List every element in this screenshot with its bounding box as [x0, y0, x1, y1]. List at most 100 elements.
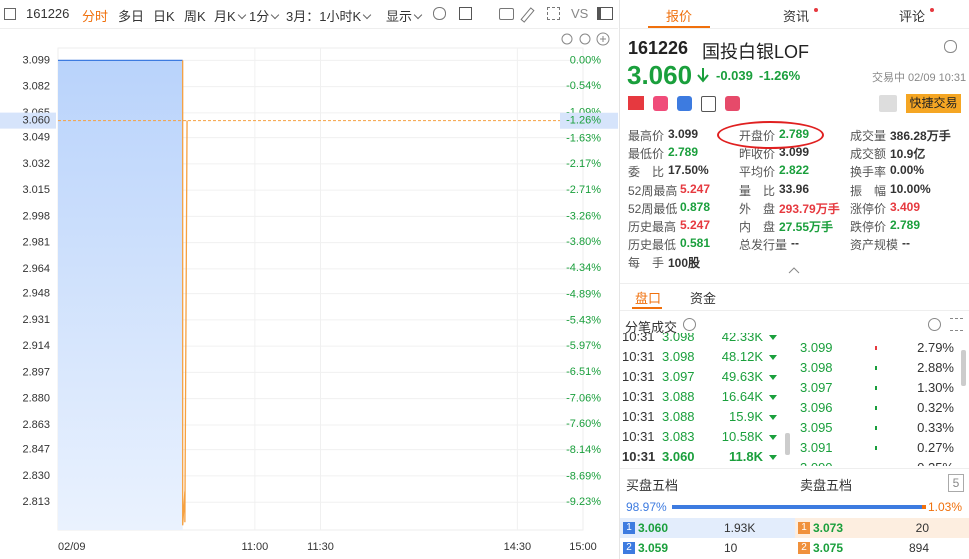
trade-time: 10:31 [622, 369, 655, 384]
trade-arrow-icon [769, 335, 777, 340]
redo-icon[interactable] [579, 33, 591, 45]
dist-price: 3.099 [800, 340, 833, 355]
dist-pct: 0.32% [917, 400, 954, 415]
tab[interactable]: 1分 [249, 6, 280, 25]
scrollbar[interactable] [961, 350, 966, 386]
book-price: 3.073 [813, 521, 844, 535]
note-icon[interactable] [701, 96, 716, 112]
dist-price: 3.097 [800, 380, 833, 395]
quick-trade-button[interactable]: 快捷交易 [906, 94, 961, 113]
scrollbar[interactable] [785, 433, 790, 455]
flag-icon [628, 96, 644, 110]
trade-time: 10:31 [622, 333, 655, 344]
settings-icon[interactable] [944, 40, 957, 53]
book-row: 1 3.060 1.93K [620, 518, 795, 538]
undo-icon[interactable] [561, 33, 573, 45]
level-badge: 1 [798, 522, 810, 534]
stat-label: 52周最低 [628, 201, 678, 216]
zoom-icon[interactable] [596, 32, 610, 46]
tab[interactable]: 分时 [82, 9, 109, 24]
book-row: 2 3.059 10 [620, 538, 795, 558]
stat-value: 0.00% [890, 163, 925, 178]
stat-label: 最高价 [628, 129, 665, 143]
trade-row: 10:31 3.097 49.63K [620, 367, 795, 387]
tab[interactable]: 显示 [386, 6, 423, 25]
trade-time: 10:31 [622, 429, 655, 444]
book-volume: 894 [908, 541, 929, 555]
y-tick-label: 2.897 [22, 366, 50, 378]
tab[interactable]: 月K [214, 6, 247, 25]
stat-label: 量 比 [739, 183, 776, 198]
dist-bar [875, 446, 877, 450]
stat-label: 平均价 [739, 165, 776, 180]
stat-label: 外 盘 [739, 201, 776, 216]
fullscreen-icon[interactable] [547, 7, 560, 20]
stat-label: 昨收价 [739, 147, 776, 162]
dist-price: 3.098 [800, 360, 833, 375]
dist-price: 3.095 [800, 420, 833, 435]
trade-row: 10:31 3.088 16.64K [620, 387, 795, 407]
y-tick-label: 3.082 [22, 81, 50, 93]
panel-tab[interactable]: 评论 [899, 9, 926, 24]
highlight-ellipse [717, 121, 824, 149]
settings-icon[interactable] [433, 7, 446, 20]
info-icon[interactable] [683, 318, 696, 331]
x-tick-label: 02/09 [58, 541, 86, 553]
alert-icon[interactable] [879, 95, 897, 112]
y2-tick-label: 0.00% [570, 54, 601, 66]
vs-button[interactable]: VS [571, 6, 589, 21]
trade-arrow-icon [769, 435, 777, 440]
sub-tab[interactable]: 资金 [690, 291, 717, 306]
sub-tab[interactable]: 盘口 [635, 291, 662, 306]
stat-label: 资产规模 [850, 238, 899, 253]
y2-tick-label: -2.71% [566, 184, 601, 196]
level-badge: 1 [623, 522, 635, 534]
dist-price: 3.091 [800, 440, 833, 455]
y-tick-label: 2.880 [22, 393, 50, 405]
quote-change: -0.039 [716, 68, 753, 83]
trade-row: 10:31 3.098 42.33K [620, 333, 795, 347]
levels-selector[interactable]: 5 [948, 474, 964, 492]
tab[interactable]: 3月：1小时K [286, 6, 372, 25]
trade-arrow-icon [769, 375, 777, 380]
camera-icon[interactable] [499, 8, 514, 20]
y2-tick-label: -4.34% [566, 262, 601, 274]
tab-label: 3月：1小时K [286, 9, 362, 24]
stat-value: 3.409 [890, 199, 921, 214]
dist-pct: 0.33% [917, 420, 954, 435]
favorite-icon[interactable] [725, 96, 740, 111]
panel-tab[interactable]: 资讯 [783, 9, 810, 24]
stat-label: 52周最高 [628, 183, 678, 198]
dist-price: 3.090 [800, 458, 833, 466]
tag-icon [677, 96, 692, 111]
tab[interactable]: 周K [184, 9, 206, 24]
y-tick-label: 2.931 [22, 314, 50, 326]
trade-row: 10:31 3.060 11.8K [620, 447, 795, 466]
stat-label: 换手率 [850, 165, 887, 180]
book-row: 1 3.073 20 [795, 518, 969, 538]
price-line [182, 60, 188, 526]
current-pct-label: -1.26% [566, 115, 601, 127]
trade-volume: 42.33K [721, 333, 763, 344]
panel-tab[interactable]: 报价 [666, 9, 693, 24]
indicator-icon[interactable] [459, 7, 472, 20]
tab-label: 1分 [249, 9, 270, 24]
sell-ratio: 1.03% [928, 500, 963, 514]
dist-pct: 2.88% [917, 360, 954, 375]
trade-time: 10:31 [622, 349, 655, 364]
collapse-caret[interactable] [788, 266, 800, 274]
panel-toggle[interactable] [597, 7, 613, 20]
stat-label: 总发行量 [739, 238, 788, 253]
list-icon[interactable] [950, 318, 963, 331]
tab[interactable]: 日K [153, 9, 175, 24]
tab[interactable]: 多日 [118, 9, 145, 24]
more-icon[interactable] [928, 318, 941, 331]
dist-bar [875, 366, 877, 370]
sidebar-icon[interactable] [4, 8, 16, 20]
trade-price: 3.083 [662, 429, 695, 444]
stat-value: 5.247 [680, 181, 711, 196]
stat-value: 17.50% [668, 163, 709, 178]
x-tick-label: 11:30 [307, 541, 334, 553]
stat-value: 386.28万手 [890, 129, 951, 143]
